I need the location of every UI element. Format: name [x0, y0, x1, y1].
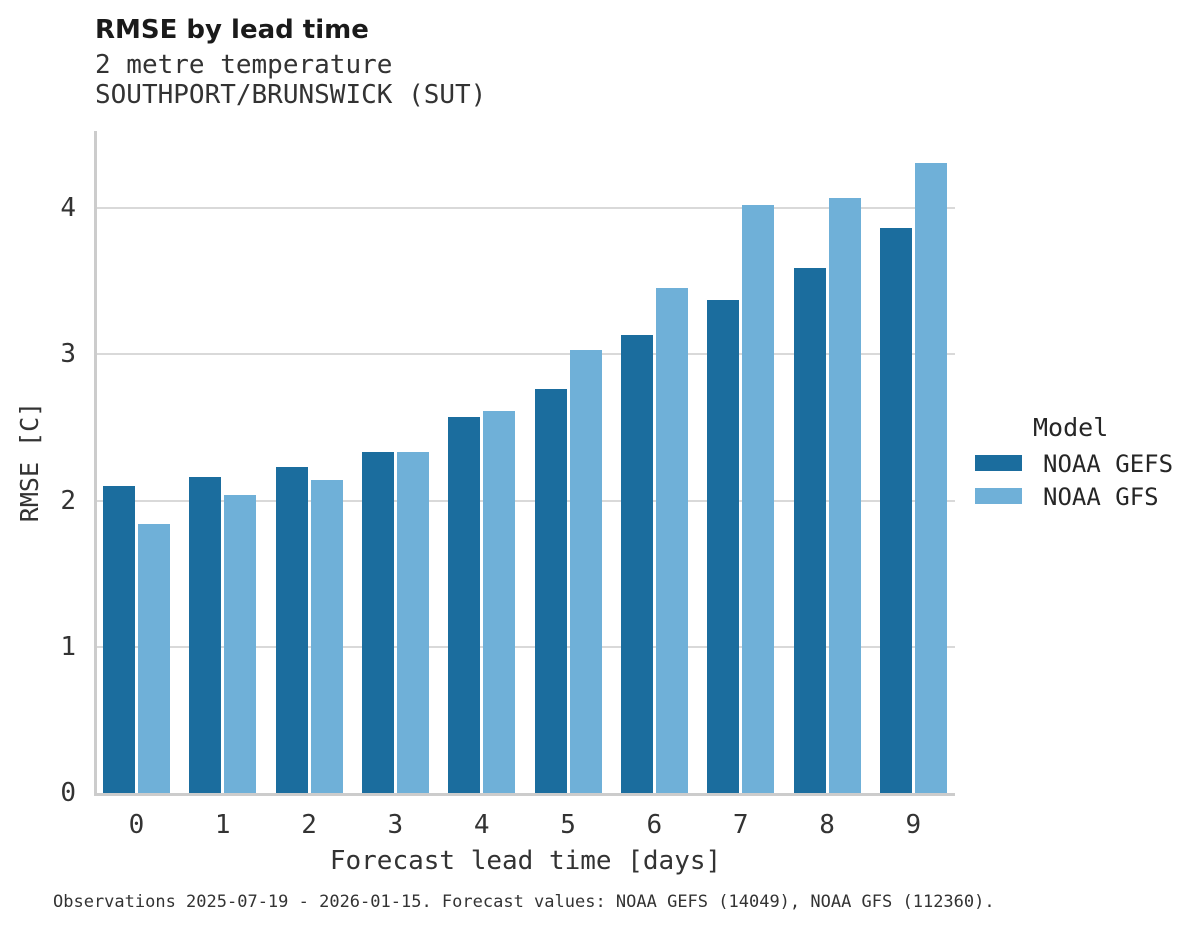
bar-noaa-gfs-lead-0 [137, 524, 170, 793]
gridline-y-3 [94, 353, 955, 356]
gridline-y-4 [94, 207, 955, 209]
bar-noaa-gefs-lead-8 [793, 268, 826, 793]
bar-noaa-gefs-lead-3 [361, 452, 394, 793]
bar-noaa-gefs-lead-6 [620, 335, 653, 793]
x-tick-label-2: 2 [301, 810, 317, 840]
bar-noaa-gfs-lead-5 [569, 350, 602, 793]
caption: Observations 2025-07-19 - 2026-01-15. Fo… [53, 892, 995, 912]
x-axis-line [94, 793, 955, 796]
plot-area [94, 131, 955, 793]
bar-noaa-gefs-lead-5 [534, 389, 567, 793]
bar-noaa-gefs-lead-0 [102, 486, 135, 793]
x-tick-label-7: 7 [732, 810, 749, 840]
chart-title: RMSE by lead time [95, 15, 369, 45]
x-tick-label-3: 3 [387, 810, 404, 840]
bar-noaa-gfs-lead-6 [655, 288, 688, 793]
x-tick-label-1: 1 [214, 810, 231, 840]
bar-noaa-gfs-lead-8 [828, 198, 861, 793]
bar-noaa-gfs-lead-4 [483, 411, 516, 793]
bar-noaa-gefs-lead-7 [707, 300, 740, 793]
bar-noaa-gefs-lead-9 [879, 228, 912, 793]
bar-noaa-gfs-lead-1 [224, 495, 257, 793]
y-tick-label-4: 4 [60, 193, 76, 223]
legend-swatch-noaa-gefs [975, 455, 1022, 471]
legend-label-noaa-gfs: NOAA GFS [1043, 483, 1159, 511]
gridline-y-1 [94, 645, 955, 648]
legend-swatch-noaa-gfs [975, 488, 1022, 504]
bar-noaa-gefs-lead-1 [189, 477, 222, 793]
bar-noaa-gefs-lead-2 [275, 467, 308, 793]
gridline-y-2 [94, 499, 955, 502]
bar-noaa-gefs-lead-4 [448, 417, 481, 793]
x-tick-label-0: 0 [128, 810, 145, 840]
legend-title: Model [1033, 413, 1109, 442]
chart-subtitle-station: SOUTHPORT/BRUNSWICK (SUT) [95, 80, 487, 110]
bar-noaa-gfs-lead-7 [742, 205, 775, 793]
legend-label-noaa-gefs: NOAA GEFS [1043, 450, 1174, 478]
x-tick-label-5: 5 [560, 810, 576, 840]
x-tick-label-8: 8 [819, 810, 835, 840]
y-tick-label-0: 0 [60, 778, 76, 808]
x-tick-label-4: 4 [473, 810, 490, 840]
bar-noaa-gfs-lead-2 [310, 480, 343, 793]
y-tick-label-1: 1 [60, 631, 76, 662]
y-axis-line [94, 131, 97, 796]
bar-noaa-gfs-lead-9 [914, 163, 947, 793]
x-tick-label-9: 9 [905, 810, 922, 840]
chart-subtitle-variable: 2 metre temperature [95, 50, 393, 80]
x-tick-label-6: 6 [646, 810, 663, 840]
bar-noaa-gfs-lead-3 [396, 452, 429, 793]
x-axis-title: Forecast lead time [days] [329, 846, 722, 876]
y-tick-label-2: 2 [60, 485, 76, 516]
y-tick-label-3: 3 [60, 339, 76, 370]
